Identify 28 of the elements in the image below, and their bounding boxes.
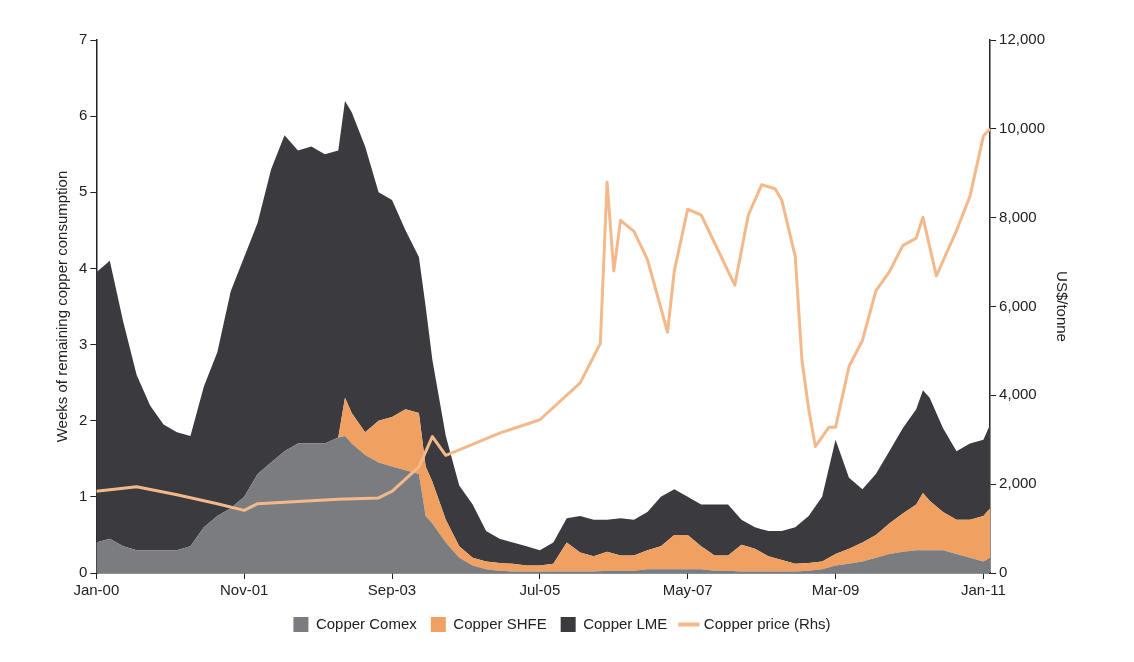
x-tick-label: Mar-09 [811,581,860,599]
y-tick-label: 3 [79,334,88,352]
x-tick-label: Nov-01 [220,581,269,599]
x-tick-label: May-07 [662,581,713,599]
legend-label: Copper price (Rhs) [703,614,831,632]
x-tick-label: Jul-05 [519,581,561,599]
x-tick-label: Jan-00 [73,581,120,599]
y-tick-label: 2 [79,410,88,428]
y2-tick-label: 2,000 [999,474,1037,492]
legend-label: Copper LME [583,614,668,632]
y2-axis-title: US$/tonne [1053,271,1071,342]
y-tick-label: 7 [79,30,88,48]
y2-tick-label: 8,000 [999,207,1037,225]
y-tick-label: 6 [79,106,88,124]
y-tick-label: 1 [79,487,88,504]
y2-tick-label: 12,000 [999,30,1046,48]
y2-tick-label: 6,000 [999,296,1037,314]
y-tick-label: 4 [79,258,88,276]
x-tick-label: Jan-11 [961,581,1006,599]
x-tick-label: Sep-03 [367,581,417,599]
y2-tick-label: 0 [999,563,1008,581]
y-tick-label: 0 [79,563,88,581]
y2-tick-label: 4,000 [999,385,1037,403]
legend-label: Copper SHFE [453,614,547,632]
y-tick-label: 5 [79,182,88,200]
y-axis-title: Weeks of remaining copper consumption [53,170,71,443]
legend-label: Copper Comex [315,614,418,632]
y2-tick-label: 10,000 [999,118,1046,136]
